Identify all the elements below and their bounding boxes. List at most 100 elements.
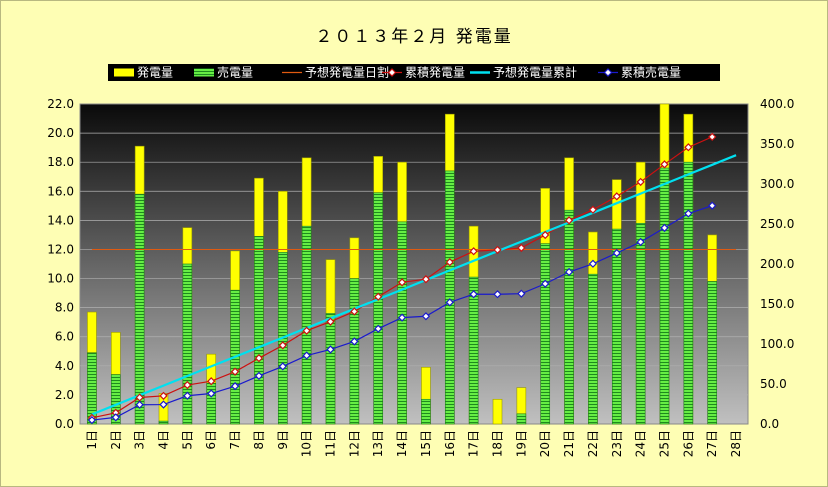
bar-sold <box>349 278 360 425</box>
series-marker <box>541 230 550 240</box>
series-marker <box>469 247 478 256</box>
x-tick-label: 27日 <box>705 430 719 457</box>
right-tick-label: 100.0 <box>760 337 794 351</box>
right-axis-ticks: 0.0 50.0 100.0 150.0 200.0 250.0 300.0 350.0 400… <box>760 97 794 431</box>
series-marker <box>135 400 144 409</box>
series-marker <box>612 248 621 258</box>
left-tick-label: 14.0 <box>47 213 74 227</box>
legend-marker <box>387 68 397 77</box>
x-tick-label: 25日 <box>658 430 672 457</box>
series-marker <box>326 317 335 326</box>
series-marker <box>111 413 120 422</box>
left-tick-label: 18.0 <box>47 155 74 169</box>
left-tick-label: 12.0 <box>47 242 74 256</box>
x-tick-label: 6日 <box>204 430 218 450</box>
x-tick-label: 12日 <box>347 430 361 457</box>
series-marker <box>493 245 502 255</box>
bar-sold <box>397 221 407 425</box>
bar-sold <box>707 281 718 425</box>
legend-label: 売電量 <box>217 65 253 80</box>
bar-generation <box>492 398 503 425</box>
x-tick-label: 20日 <box>538 430 552 457</box>
series-marker <box>541 279 550 288</box>
x-tick-label: 13日 <box>371 430 385 457</box>
x-tick-label: 28日 <box>729 430 743 457</box>
x-tick-label: 5日 <box>180 430 194 450</box>
series-marker <box>302 351 311 360</box>
legend: 発電量 売電量 予想発電量日割 累積発電量 予想発電量累計 累積売電量 <box>108 64 720 81</box>
series-marker <box>445 258 454 267</box>
bar-sold <box>301 225 312 425</box>
series-line <box>91 154 737 416</box>
left-tick-label: 10.0 <box>47 272 74 286</box>
series-marker <box>421 312 431 321</box>
legend-label: 発電量 <box>137 66 173 80</box>
bar-sold <box>254 236 264 425</box>
x-tick-label: 21日 <box>562 430 576 457</box>
bar-sold <box>421 398 431 425</box>
legend-label: 予想発電量累計 <box>493 65 577 80</box>
bar-sold <box>110 374 121 425</box>
series-marker <box>517 243 526 253</box>
series-marker <box>302 326 311 335</box>
x-tick-label: 18日 <box>491 430 505 457</box>
left-tick-label: 16.0 <box>47 184 74 198</box>
legend-label: 累積発電量 <box>405 65 465 80</box>
series-marker <box>374 292 383 301</box>
right-tick-label: 400.0 <box>760 97 794 111</box>
series-marker <box>397 313 407 322</box>
bar-sold <box>158 420 169 425</box>
bar-sold <box>468 276 479 425</box>
x-tick-label: 24日 <box>634 430 648 457</box>
bar-sold <box>182 263 193 425</box>
series-markers <box>87 132 717 425</box>
series-marker <box>87 415 97 425</box>
x-tick-label: 17日 <box>467 430 481 457</box>
right-tick-label: 150.0 <box>760 297 794 311</box>
series-marker <box>207 377 216 386</box>
series-marker <box>350 307 359 316</box>
series-marker <box>564 267 574 277</box>
series-marker <box>278 341 287 350</box>
series-marker <box>326 345 335 354</box>
series-marker <box>708 132 717 142</box>
series-marker <box>660 160 669 169</box>
series-marker <box>684 209 693 218</box>
x-tick-label: 16日 <box>443 430 457 457</box>
series-marker <box>230 382 240 391</box>
bar-sold <box>444 170 455 425</box>
right-tick-label: 0.0 <box>760 417 779 431</box>
plot-area <box>79 103 749 425</box>
legend-label: 累積売電量 <box>621 65 681 80</box>
series-marker <box>684 143 693 152</box>
bar-sold <box>325 313 336 425</box>
right-tick-label: 250.0 <box>760 217 794 231</box>
bar-sold <box>564 209 574 425</box>
series-marker <box>660 223 669 233</box>
series-marker <box>183 380 192 390</box>
left-tick-label: 4.0 <box>55 359 74 373</box>
x-tick-label: 19日 <box>514 430 528 457</box>
x-tick-label: 26日 <box>681 430 695 457</box>
x-tick-label: 8日 <box>252 430 266 450</box>
left-axis-ticks: 0.0 2.0 4.0 6.0 8.0 10.0 12.0 14.0 16.0 18.0 20.0 2… <box>47 97 74 431</box>
bar-sold <box>588 273 598 425</box>
x-tick-label: 4日 <box>157 430 171 450</box>
series-marker <box>493 290 502 299</box>
series-marker <box>374 324 383 333</box>
left-tick-label: 20.0 <box>47 126 74 140</box>
series-marker <box>159 391 168 400</box>
bar-sold <box>540 243 551 425</box>
bar-sold <box>683 161 694 425</box>
x-tick-label: 1日 <box>85 430 99 450</box>
series-marker <box>469 290 478 299</box>
bar-sold <box>611 228 622 425</box>
bar-sold <box>373 192 384 425</box>
x-tick-label: 9日 <box>276 430 290 450</box>
series-marker <box>636 177 645 187</box>
x-tick-label: 7日 <box>228 430 242 450</box>
legend-box <box>108 64 720 81</box>
right-tick-label: 350.0 <box>760 137 794 151</box>
x-tick-label: 22日 <box>586 430 600 457</box>
